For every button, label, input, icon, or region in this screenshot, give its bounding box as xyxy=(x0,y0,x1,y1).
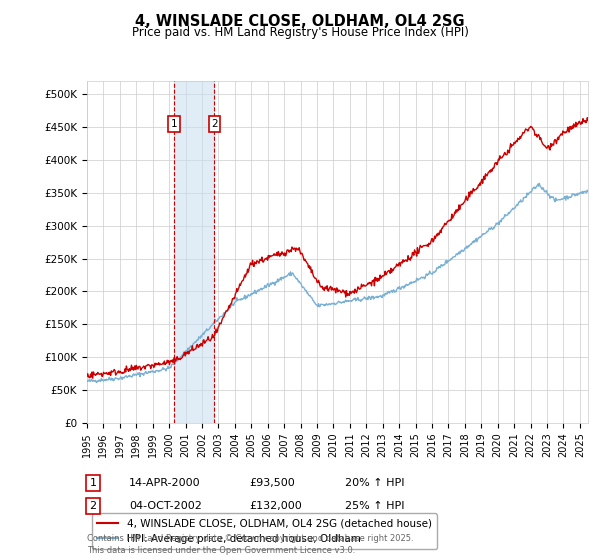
Text: 4, WINSLADE CLOSE, OLDHAM, OL4 2SG: 4, WINSLADE CLOSE, OLDHAM, OL4 2SG xyxy=(135,14,465,29)
Text: 2: 2 xyxy=(211,119,218,129)
Text: 1: 1 xyxy=(89,478,97,488)
Text: £132,000: £132,000 xyxy=(249,501,302,511)
Text: 20% ↑ HPI: 20% ↑ HPI xyxy=(345,478,404,488)
Text: Price paid vs. HM Land Registry's House Price Index (HPI): Price paid vs. HM Land Registry's House … xyxy=(131,26,469,39)
Text: 14-APR-2000: 14-APR-2000 xyxy=(129,478,200,488)
Bar xyxy=(174,81,214,423)
Text: £93,500: £93,500 xyxy=(249,478,295,488)
Text: 04-OCT-2002: 04-OCT-2002 xyxy=(129,501,202,511)
Text: 1: 1 xyxy=(170,119,177,129)
Text: Contains HM Land Registry data © Crown copyright and database right 2025.
This d: Contains HM Land Registry data © Crown c… xyxy=(87,534,413,555)
Legend: 4, WINSLADE CLOSE, OLDHAM, OL4 2SG (detached house), HPI: Average price, detache: 4, WINSLADE CLOSE, OLDHAM, OL4 2SG (deta… xyxy=(92,514,437,549)
Text: 25% ↑ HPI: 25% ↑ HPI xyxy=(345,501,404,511)
Text: 2: 2 xyxy=(89,501,97,511)
